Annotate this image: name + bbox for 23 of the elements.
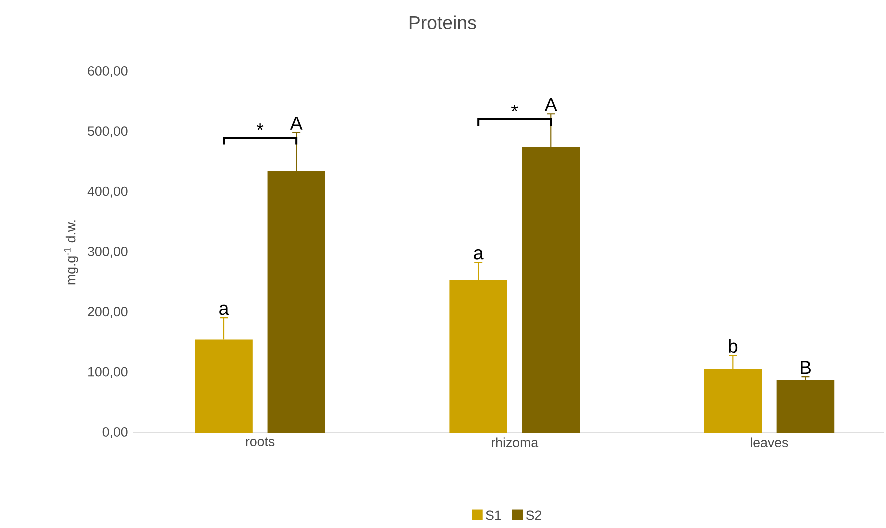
- x-tick-label: leaves: [751, 438, 788, 448]
- annotation: b: [729, 339, 738, 354]
- annotation: A: [544, 98, 558, 112]
- annotation: a: [474, 250, 484, 260]
- y-tick-label: 600,00: [88, 66, 128, 78]
- annotation: A: [290, 116, 303, 130]
- y-tick-label: 0,00: [102, 427, 128, 439]
- y-tick-label: 400,00: [88, 186, 128, 198]
- y-tick-label: 200,00: [88, 307, 128, 318]
- chart-title: Proteins: [410, 16, 476, 30]
- x-tick-label: roots: [246, 438, 275, 446]
- legend-label: S2: [526, 510, 542, 520]
- y-tick-label: 500,00: [88, 126, 128, 138]
- annotation: B: [801, 361, 811, 374]
- y-axis-title: mg.g$^{-1}$ d.w.: [64, 220, 78, 285]
- x-tick-label: rhizoma: [492, 438, 539, 448]
- y-tick-label: 100,00: [88, 367, 128, 378]
- bar: [776, 380, 835, 433]
- annotation: *: [512, 105, 518, 112]
- annotation: *: [256, 124, 264, 130]
- legend-label: S1: [486, 510, 502, 520]
- y-tick-label: 300,00: [88, 246, 128, 258]
- annotation: a: [220, 304, 230, 316]
